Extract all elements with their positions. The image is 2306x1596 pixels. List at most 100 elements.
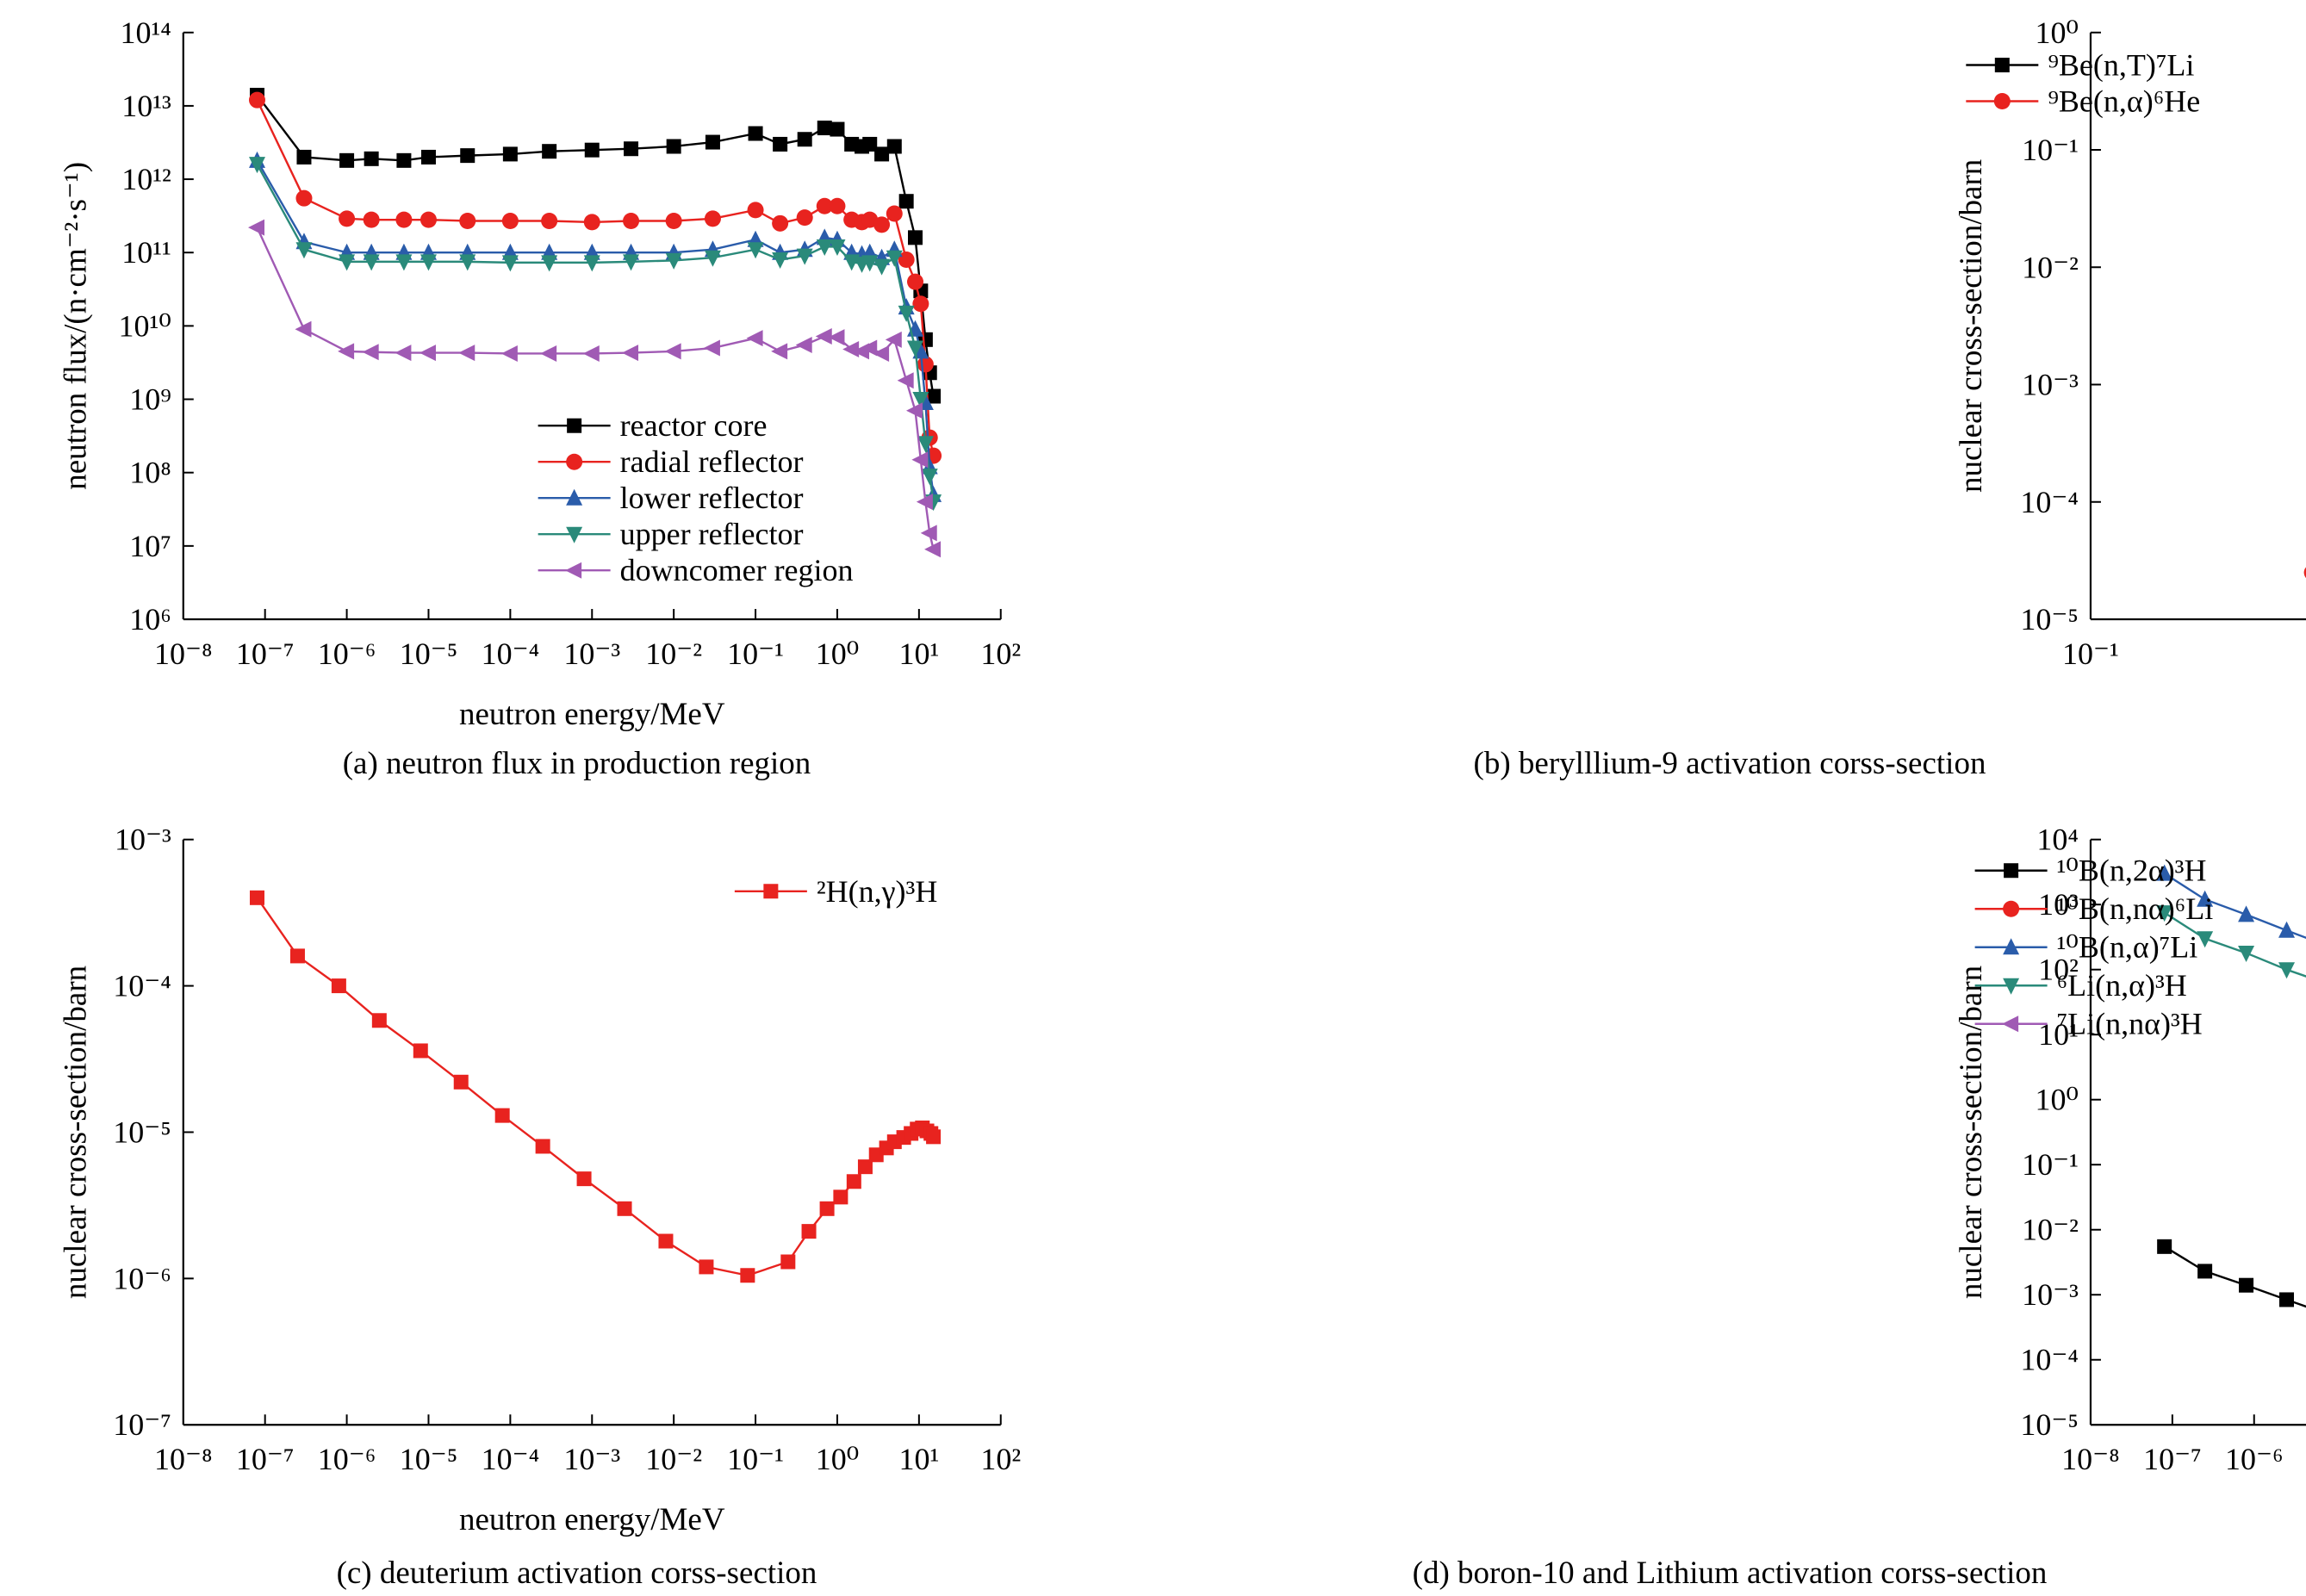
- legend-marker: [566, 488, 583, 506]
- data-point: [2157, 1239, 2172, 1254]
- x-tick-label: 10⁻²: [645, 637, 702, 671]
- data-point: [2156, 905, 2173, 922]
- y-axis-label: nuclear cross-section/barn: [59, 966, 94, 1299]
- legend-item[interactable]: ¹⁰B(n,α)⁷Li: [1974, 930, 2198, 965]
- series-3: [248, 157, 942, 512]
- y-tick-label: 10⁻⁷: [113, 1407, 171, 1442]
- y-axis-label: neutron flux/(n·cm⁻²·s⁻¹): [59, 162, 94, 490]
- data-point: [583, 255, 600, 272]
- data-point: [420, 254, 437, 271]
- data-point: [249, 890, 264, 905]
- x-tick-label: 10⁻¹: [727, 1442, 784, 1476]
- data-point: [780, 1254, 796, 1270]
- legend-item[interactable]: lower reflector: [538, 481, 804, 515]
- data-point: [886, 205, 903, 222]
- data-point: [926, 1129, 942, 1145]
- data-point: [772, 252, 789, 269]
- y-tick-label: 10⁷: [129, 529, 171, 563]
- data-point: [658, 1233, 674, 1249]
- data-point: [247, 219, 264, 236]
- legend-item[interactable]: ¹⁰B(n,2α)³H: [1974, 854, 2207, 888]
- y-axis-label: nuclear cross-section/barn: [1954, 966, 1989, 1299]
- y-tick-label: 10¹⁴: [120, 16, 171, 50]
- data-point: [453, 1074, 469, 1090]
- legend-marker: [2002, 1015, 2019, 1033]
- legend-item[interactable]: radial reflector: [538, 444, 804, 479]
- x-tick-label: 10⁻⁶: [318, 1442, 376, 1476]
- legend-marker: [1993, 93, 2011, 110]
- legend-item[interactable]: ²H(n,γ)³H: [734, 874, 937, 909]
- data-point: [815, 328, 832, 345]
- data-point: [371, 1013, 387, 1028]
- data-point: [501, 212, 519, 229]
- series-0: [2157, 1239, 2306, 1308]
- data-point: [541, 212, 558, 229]
- legend[interactable]: ²H(n,γ)³H: [734, 874, 937, 909]
- data-point: [2239, 1277, 2254, 1293]
- data-point: [502, 146, 518, 162]
- data-point: [912, 295, 929, 313]
- y-tick-label: 10⁻⁶: [113, 1261, 171, 1295]
- caption-b: (b) berylllium-9 activation corss-sectio…: [1473, 746, 1986, 781]
- data-point: [907, 340, 924, 357]
- data-point: [920, 525, 937, 542]
- data-point: [362, 344, 379, 361]
- data-point: [395, 254, 413, 271]
- legend-label: ¹⁰B(n,α)⁷Li: [2057, 930, 2198, 965]
- data-point: [500, 345, 518, 362]
- legend-item[interactable]: ¹⁰B(n,nα)⁶Li: [1974, 891, 2214, 926]
- data-point: [331, 978, 346, 994]
- y-tick-label: 10⁹: [129, 382, 171, 417]
- chart-d-boron-lithium: 10⁻⁸ 10⁻⁷ 10⁻⁶10⁻⁵10⁻⁴10⁻³10⁻²10⁻¹10⁰10¹10…: [1954, 823, 2306, 1476]
- legend-label: upper reflector: [620, 517, 804, 551]
- data-point: [2156, 864, 2173, 881]
- data-point: [897, 372, 914, 389]
- legend-item[interactable]: reactor core: [538, 408, 768, 443]
- data-point: [624, 141, 639, 157]
- y-tick-label: 10⁻¹: [2022, 1147, 2079, 1182]
- legend-item[interactable]: downcomer region: [538, 553, 854, 587]
- legend-item[interactable]: ⁹Be(n,T)⁷Li: [1966, 48, 2194, 83]
- legend-item[interactable]: ⁶Li(n,α)³H: [1974, 968, 2187, 1003]
- data-point: [873, 216, 891, 233]
- data-point: [339, 254, 356, 271]
- data-point: [773, 136, 788, 152]
- caption-c: (c) deuterium activation corss-section: [336, 1556, 817, 1591]
- chart-b-beryllium: 10⁻¹10⁰10¹10²10⁻⁵10⁻⁴10⁻³10⁻²10⁻¹10⁰neut…: [1954, 16, 2306, 671]
- data-point: [419, 345, 436, 362]
- data-point: [339, 210, 356, 227]
- data-point: [395, 211, 413, 228]
- data-point: [819, 1201, 835, 1216]
- data-point: [796, 209, 813, 227]
- legend-label: reactor core: [620, 408, 768, 443]
- y-tick-label: 10⁻⁴: [113, 969, 171, 1003]
- data-point: [886, 250, 903, 267]
- data-point: [339, 152, 355, 168]
- legend-item[interactable]: upper reflector: [538, 517, 804, 551]
- legend-item[interactable]: ⁹Be(n,α)⁶He: [1966, 84, 2200, 119]
- data-point: [248, 91, 265, 109]
- y-tick-label: 10¹²: [121, 162, 171, 196]
- legend-label: ⁹Be(n,α)⁶He: [2048, 84, 2200, 119]
- legend-marker: [565, 562, 582, 579]
- data-point: [583, 214, 600, 231]
- legend-label: ⁹Be(n,T)⁷Li: [2048, 48, 2194, 83]
- data-point: [622, 345, 639, 362]
- series-line: [256, 227, 935, 550]
- legend-item[interactable]: ⁷Li(n,nα)³H: [1974, 1007, 2203, 1041]
- x-tick-label: 10⁻⁶: [318, 637, 376, 671]
- data-point: [540, 345, 557, 362]
- data-point: [395, 345, 412, 362]
- x-tick-label: 10⁻⁷: [236, 637, 295, 671]
- series-2: [2156, 864, 2306, 940]
- data-point: [582, 345, 600, 362]
- y-tick-label: 10⁻²: [2022, 250, 2079, 284]
- data-point: [862, 136, 878, 152]
- data-point: [420, 149, 436, 165]
- data-point: [699, 1259, 714, 1275]
- data-point: [363, 254, 380, 271]
- data-point: [795, 336, 812, 353]
